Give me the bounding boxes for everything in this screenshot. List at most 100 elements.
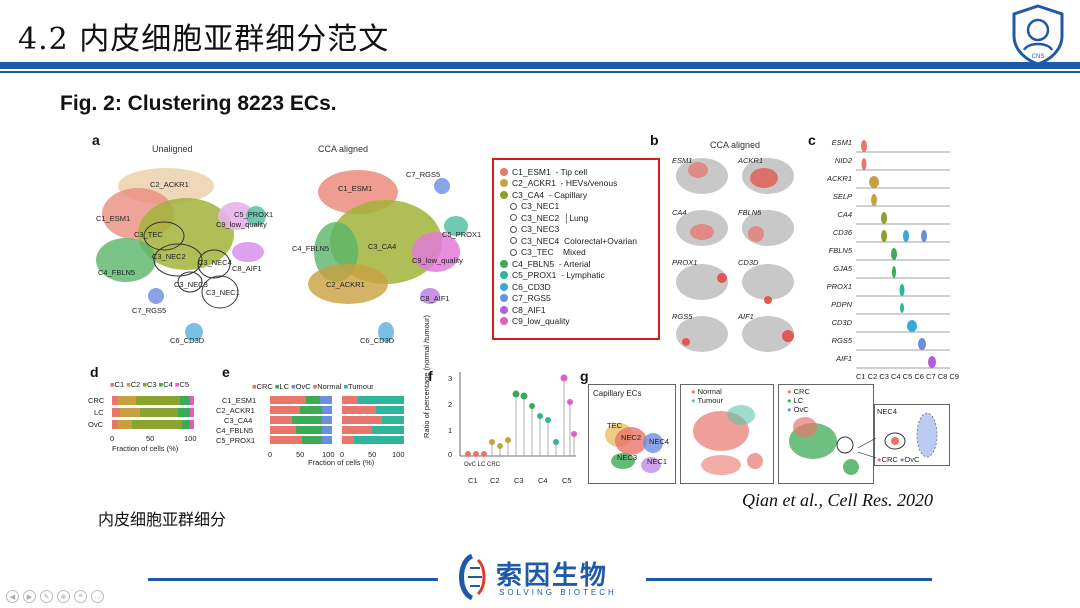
umap-label: C6_CD3D bbox=[360, 336, 395, 345]
legend-label: C8_AIF1 bbox=[512, 304, 546, 315]
shield-logo-icon: CNS bbox=[1012, 4, 1064, 66]
footer-brand: 索因生物 bbox=[496, 561, 609, 591]
umap-label: C1_ESM1 bbox=[96, 214, 131, 223]
legend-label: C5_PROX1 bbox=[512, 270, 557, 281]
umap-label: C6_CD3D bbox=[170, 336, 205, 345]
g-legend: ● CRC bbox=[787, 387, 810, 396]
e-xtick: 100 bbox=[392, 450, 405, 459]
g-label: TEC bbox=[607, 421, 622, 430]
e-row: C3_CA4 bbox=[224, 416, 253, 425]
umap-label: C4_FBLN5 bbox=[292, 244, 330, 253]
f-ytick: 2 bbox=[448, 400, 453, 409]
d-xtick: 100 bbox=[184, 434, 197, 443]
f-ytick: 0 bbox=[448, 450, 453, 459]
legend-label: C1_ESM1 bbox=[512, 166, 551, 177]
footer-line-left bbox=[148, 578, 438, 581]
violin-gene-label: RGS5 bbox=[831, 336, 852, 345]
cluster-legend: C1_ESM1 - Tip cell C2_ACKR1 - HEVs/venou… bbox=[492, 158, 660, 340]
e-xtick: 50 bbox=[368, 450, 377, 459]
f-group: C3 bbox=[514, 476, 524, 485]
gene-label: AIF1 bbox=[738, 312, 754, 321]
g-label: NEC4 bbox=[649, 437, 670, 446]
g-label: NEC1 bbox=[647, 457, 668, 466]
zoom-icon[interactable]: ⊕ bbox=[57, 590, 70, 603]
umap-label: C5_PROX1 bbox=[442, 230, 482, 239]
g-inset-legend: ●CRC ●OvC bbox=[877, 455, 920, 464]
pen-icon[interactable]: ✎ bbox=[40, 590, 53, 603]
legend-sub-note: Colorectal+Ovarian bbox=[564, 235, 638, 246]
g-box-cancer: ● CRC ● LC ● OvC bbox=[778, 384, 874, 484]
umap-label: C9_low_quality bbox=[216, 220, 267, 229]
f-ylabel: Ratio of percentage (normal /tumour) bbox=[422, 315, 431, 438]
umap-label: C2_ACKR1 bbox=[150, 180, 189, 189]
violin-xticks: C1 C2 C3 C4 C5 C6 C7 C8 C9 bbox=[856, 372, 959, 381]
gene-label: ESM1 bbox=[672, 156, 693, 165]
f-group: C4 bbox=[538, 476, 548, 485]
prev-icon[interactable]: ◀ bbox=[6, 590, 19, 603]
violin-gene-label: CD36 bbox=[832, 228, 852, 237]
f-ytick: 1 bbox=[448, 426, 453, 435]
f-lollipop bbox=[459, 372, 577, 457]
legend-sub: C3_NEC2 bbox=[521, 212, 560, 223]
logo-text: CNS bbox=[1032, 54, 1045, 60]
legend-note: - Lymphatic bbox=[561, 270, 605, 281]
f-group: C1 bbox=[468, 476, 478, 485]
g-legend: ● Normal bbox=[691, 387, 722, 396]
footer-line-right bbox=[646, 578, 932, 581]
violin-gene-label: FBLN5 bbox=[828, 246, 852, 255]
umap-label: C3_NEC1 bbox=[206, 288, 240, 297]
panel-f-letter: f bbox=[428, 368, 433, 384]
legend-label: C3_CA4 bbox=[512, 189, 545, 200]
umap-label: C3_NEC3 bbox=[174, 280, 208, 289]
d-row: LC bbox=[94, 408, 104, 417]
legend-sub: C3_NEC4 bbox=[521, 235, 560, 246]
gene-label: CA4 bbox=[672, 208, 687, 217]
slide-caption: 内皮细胞亚群细分 bbox=[98, 510, 227, 529]
legend-label: C6_CD3D bbox=[512, 281, 551, 292]
umap-label: C1_ESM1 bbox=[338, 184, 373, 193]
d-legend: ■C1 ■C2 ■C3 ■C4 ■C5 bbox=[110, 380, 189, 389]
violin-gene-label: CA4 bbox=[837, 210, 852, 219]
umap-plots bbox=[96, 168, 468, 342]
violin-gene-label: CD3D bbox=[831, 318, 852, 327]
g-inset-title: NEC4 bbox=[877, 407, 898, 416]
menu-icon[interactable]: ≡ bbox=[74, 590, 87, 603]
e-xtick: 100 bbox=[322, 450, 335, 459]
umap-label: C7_RGS5 bbox=[132, 306, 167, 315]
figure: a Unaligned CCA aligned C2_ACKR1 C1_ESM1… bbox=[86, 128, 966, 488]
g-label: NEC2 bbox=[621, 433, 642, 442]
violin-gene-label: NID2 bbox=[834, 156, 852, 165]
e-xtick: 0 bbox=[268, 450, 273, 459]
e-xlabel: Fraction of cells (%) bbox=[308, 458, 375, 467]
panel-a-right-title: CCA aligned bbox=[318, 144, 369, 154]
gene-label: ACKR1 bbox=[738, 156, 764, 165]
gene-label: FBLN5 bbox=[738, 208, 762, 217]
umap-label: C2_ACKR1 bbox=[326, 280, 365, 289]
umap-label: C9_low_quality bbox=[412, 256, 463, 265]
umap-label: C3_TEC bbox=[134, 230, 163, 239]
gene-label: RGS5 bbox=[672, 312, 693, 321]
more-icon[interactable]: … bbox=[91, 590, 104, 603]
d-row: OvC bbox=[88, 420, 103, 429]
panel-e-letter: e bbox=[222, 364, 230, 380]
g-connector bbox=[858, 438, 876, 458]
d-xtick: 50 bbox=[146, 434, 155, 443]
e-row: C5_PROX1 bbox=[216, 436, 256, 445]
e-row: C1_ESM1 bbox=[222, 396, 257, 405]
violin-gene-label: ACKR1 bbox=[826, 174, 852, 183]
violin-gene-label: SELP bbox=[832, 192, 852, 201]
f-group: C5 bbox=[562, 476, 572, 485]
g-legend: ● Tumour bbox=[691, 396, 724, 405]
legend-note: - Arterial bbox=[558, 258, 591, 269]
umap-label: C5_PROX1 bbox=[234, 210, 274, 219]
umap-label: C8_AIF1 bbox=[232, 264, 262, 273]
e-xtick: 0 bbox=[340, 450, 345, 459]
violin-gene-label: AIF1 bbox=[836, 354, 852, 363]
g-inset: NEC4 ●CRC ●OvC bbox=[874, 404, 950, 466]
f-sub: OvC LC CRC bbox=[464, 462, 501, 468]
e-stacked-bars bbox=[270, 396, 404, 444]
footer-sub: SOLVING BIOTECH bbox=[499, 588, 617, 597]
umap-label: C8_AIF1 bbox=[420, 294, 450, 303]
umap-label: C3_NEC2 bbox=[152, 252, 186, 261]
next-icon[interactable]: ▶ bbox=[23, 590, 36, 603]
